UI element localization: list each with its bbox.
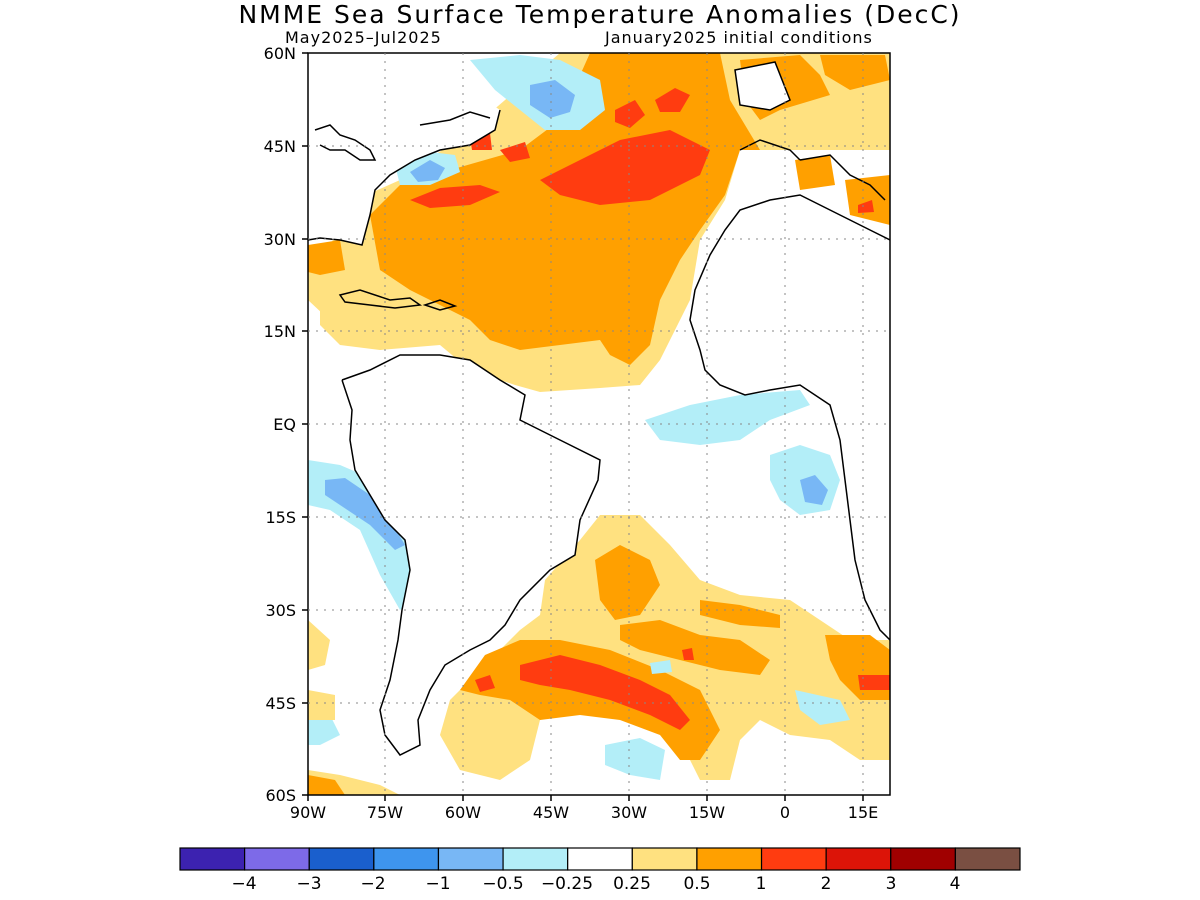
- lon-label: 0: [780, 803, 790, 822]
- colorbar-label: 1: [756, 874, 767, 894]
- colorbar-legend: [179, 847, 1021, 871]
- colorbar-label: −2: [360, 874, 385, 894]
- hot-spot-south-atlantic: [520, 655, 690, 730]
- land-south-america: [342, 355, 600, 755]
- lat-label: 45S: [265, 694, 296, 713]
- lat-label: 60S: [265, 786, 296, 805]
- colorbar-label: −0.5: [482, 874, 523, 894]
- gridlines: [308, 53, 890, 795]
- coastlines: [307, 61, 891, 756]
- colorbar-swatch: [179, 847, 246, 871]
- anomaly-shading: [308, 53, 890, 795]
- lon-label: 90W: [290, 803, 326, 822]
- colorbar-label: −3: [296, 874, 321, 894]
- colorbar-label: 3: [886, 874, 897, 894]
- colorbar-swatch: [567, 847, 633, 871]
- lat-label: 60N: [264, 44, 296, 63]
- hot-spot-central-north-atlantic: [540, 130, 710, 205]
- longitude-labels: 90W 75W 60W 45W 30W 15W 0 15E: [290, 803, 878, 822]
- colorbar-swatch: [373, 847, 440, 871]
- land-north-america: [308, 53, 500, 245]
- land-africa-europe: [690, 53, 890, 640]
- colorbar-swatch: [954, 847, 1021, 871]
- lon-label: 75W: [367, 803, 403, 822]
- forecast-period: May2025–Jul2025: [285, 28, 442, 47]
- lon-label: 60W: [445, 803, 481, 822]
- lon-label: 45W: [533, 803, 569, 822]
- colorbar-swatch: [244, 847, 310, 871]
- colorbar-labels: −4 −3 −2 −1 −0.5 −0.25 0.25 0.5 1 2 3 4: [231, 874, 960, 894]
- tick-marks: [302, 52, 864, 801]
- colorbar-label: 0.5: [683, 874, 710, 894]
- lat-label: EQ: [273, 415, 296, 434]
- warm-region-north-atlantic-core: [370, 53, 760, 365]
- colorbar-swatch: [437, 847, 504, 871]
- colorbar-label: 0.25: [613, 874, 651, 894]
- cool-region-gulf-of-guinea: [645, 390, 810, 445]
- colorbar-swatch: [502, 847, 569, 871]
- colorbar-label: 2: [821, 874, 832, 894]
- lon-label: 30W: [611, 803, 647, 822]
- colorbar-swatch: [308, 847, 375, 871]
- lon-label: 15W: [689, 803, 725, 822]
- colorbar-swatch: [890, 847, 956, 871]
- lat-label: 30S: [265, 601, 296, 620]
- colorbar-label: −4: [231, 874, 256, 894]
- lat-label: 30N: [264, 230, 296, 249]
- latitude-labels: 60N 45N 30N 15N EQ 15S 30S 45S 60S: [264, 44, 296, 805]
- colorbar-swatch: [760, 847, 827, 871]
- colorbar-label: −1: [425, 874, 450, 894]
- lat-label: 45N: [264, 137, 296, 156]
- initial-conditions-label: January2025 initial conditions: [605, 28, 873, 47]
- colorbar-label: −0.25: [541, 874, 593, 894]
- colorbar-label: 4: [950, 874, 961, 894]
- lat-label: 15S: [265, 508, 296, 527]
- lon-label: 15E: [848, 803, 878, 822]
- colorbar-swatch: [825, 847, 892, 871]
- lat-label: 15N: [264, 322, 296, 341]
- map-title: NMME Sea Surface Temperature Anomalies (…: [238, 0, 962, 29]
- colorbar-swatch: [631, 847, 698, 871]
- colorbar-swatch: [696, 847, 763, 871]
